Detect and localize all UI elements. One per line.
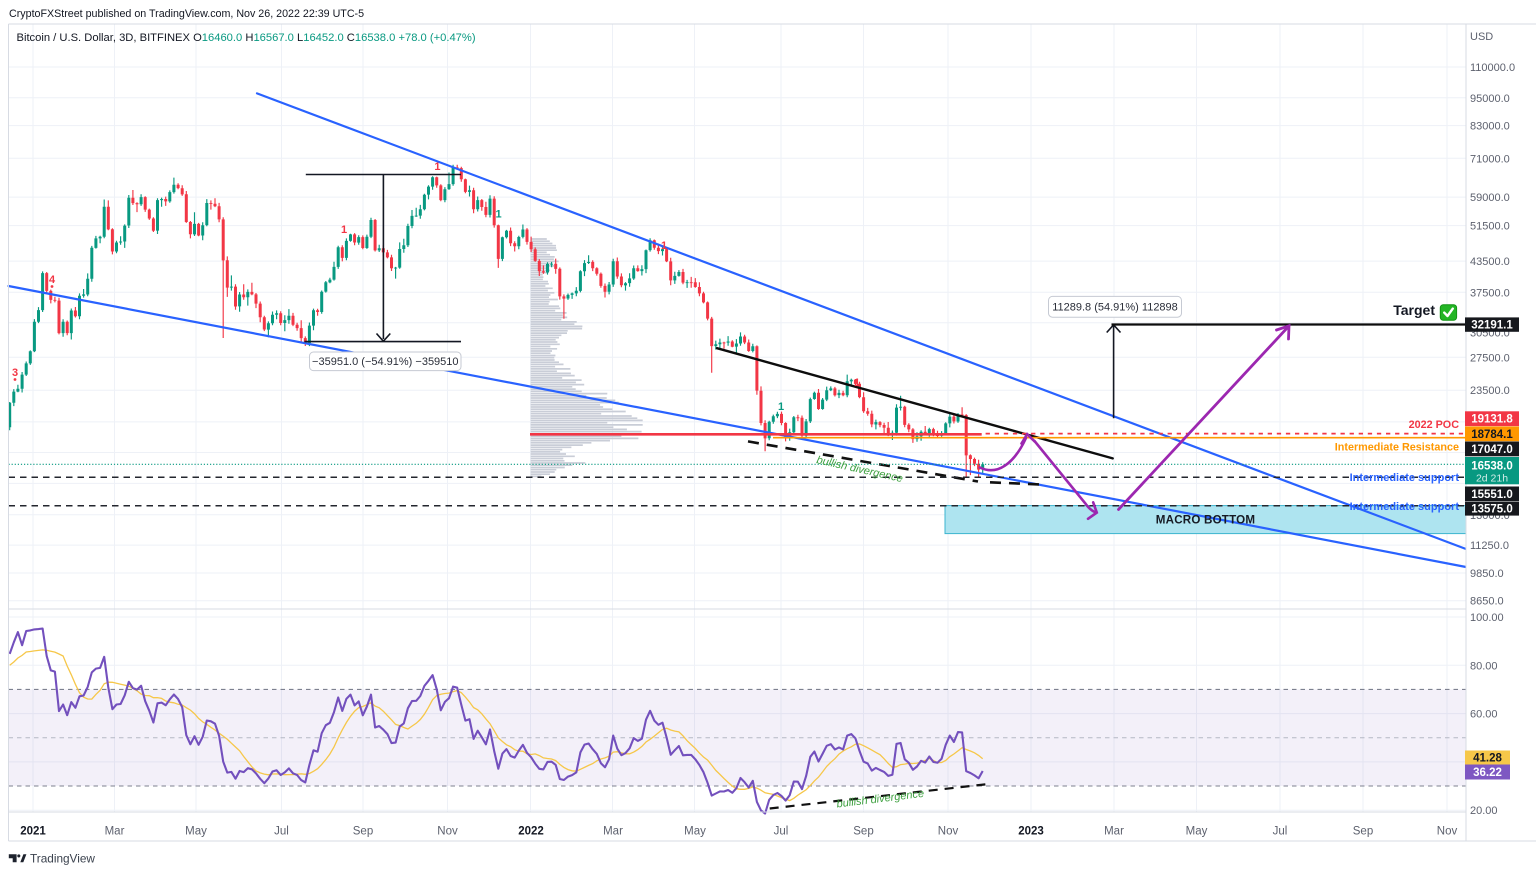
svg-text:59000.0: 59000.0 bbox=[1470, 192, 1510, 204]
svg-text:15551.0: 15551.0 bbox=[1471, 489, 1513, 501]
svg-text:11289.8 (54.91%) 112898: 11289.8 (54.91%) 112898 bbox=[1052, 302, 1178, 314]
svg-text:2d 21h: 2d 21h bbox=[1476, 472, 1508, 484]
svg-text:83000.0: 83000.0 bbox=[1470, 121, 1510, 133]
svg-text:−35951.0 (−54.91%) −359510: −35951.0 (−54.91%) −359510 bbox=[312, 356, 459, 368]
svg-text:Sep: Sep bbox=[1353, 826, 1373, 838]
svg-text:TradingView: TradingView bbox=[30, 851, 95, 865]
svg-text:Intermediate Resistance: Intermediate Resistance bbox=[1335, 441, 1459, 453]
svg-text:Nov: Nov bbox=[1437, 826, 1458, 838]
svg-text:23500.0: 23500.0 bbox=[1470, 385, 1510, 397]
svg-text:19131.8: 19131.8 bbox=[1471, 414, 1513, 426]
svg-text:Target: Target bbox=[1393, 302, 1435, 318]
svg-text:100.00: 100.00 bbox=[1470, 612, 1504, 624]
svg-text:Intermediate support: Intermediate support bbox=[1350, 501, 1460, 513]
svg-text:Nov: Nov bbox=[938, 826, 959, 838]
svg-text:Jul: Jul bbox=[274, 826, 289, 838]
svg-text:9850.0: 9850.0 bbox=[1470, 568, 1504, 580]
svg-text:110000.0: 110000.0 bbox=[1470, 62, 1515, 74]
svg-text:95000.0: 95000.0 bbox=[1470, 93, 1510, 105]
svg-text:8650.0: 8650.0 bbox=[1470, 596, 1504, 608]
svg-text:1: 1 bbox=[854, 377, 860, 389]
svg-text:Sep: Sep bbox=[853, 826, 873, 838]
svg-text:1: 1 bbox=[495, 209, 501, 221]
svg-text:17047.0: 17047.0 bbox=[1471, 444, 1513, 456]
svg-text:MACRO BOTTOM: MACRO BOTTOM bbox=[1156, 514, 1255, 527]
svg-text:Mar: Mar bbox=[1104, 826, 1124, 838]
svg-text:36.22: 36.22 bbox=[1473, 767, 1502, 779]
svg-text:1: 1 bbox=[778, 401, 784, 413]
svg-text:May: May bbox=[1186, 826, 1208, 838]
svg-text:Jul: Jul bbox=[1273, 826, 1288, 838]
svg-text:2021: 2021 bbox=[20, 826, 46, 838]
svg-text:USD: USD bbox=[1470, 31, 1493, 43]
svg-text:18784.1: 18784.1 bbox=[1471, 429, 1513, 441]
svg-text:20.00: 20.00 bbox=[1470, 805, 1498, 817]
svg-text:1: 1 bbox=[661, 240, 667, 252]
svg-text:CryptoFXStreet published on Tr: CryptoFXStreet published on TradingView.… bbox=[9, 8, 364, 20]
svg-text:2023: 2023 bbox=[1018, 826, 1044, 838]
svg-text:4: 4 bbox=[49, 274, 56, 286]
svg-text:1: 1 bbox=[434, 161, 440, 173]
svg-text:32191.1: 32191.1 bbox=[1471, 320, 1513, 332]
svg-text:13575.0: 13575.0 bbox=[1471, 504, 1513, 516]
svg-text:11250.0: 11250.0 bbox=[1470, 540, 1509, 552]
svg-text:51500.0: 51500.0 bbox=[1470, 221, 1510, 233]
svg-text:27500.0: 27500.0 bbox=[1470, 352, 1510, 364]
svg-text:41.28: 41.28 bbox=[1473, 753, 1502, 765]
svg-text:2022 POC: 2022 POC bbox=[1409, 419, 1460, 431]
svg-text:May: May bbox=[185, 826, 207, 838]
svg-text:80.00: 80.00 bbox=[1470, 660, 1498, 672]
svg-text:Mar: Mar bbox=[105, 826, 125, 838]
svg-text:Sep: Sep bbox=[353, 826, 373, 838]
svg-text:Jul: Jul bbox=[774, 826, 789, 838]
svg-text:2022: 2022 bbox=[518, 826, 544, 838]
svg-text:3: 3 bbox=[12, 367, 18, 379]
svg-text:Intermediate support: Intermediate support bbox=[1350, 472, 1460, 484]
svg-text:37500.0: 37500.0 bbox=[1470, 287, 1510, 299]
svg-text:43500.0: 43500.0 bbox=[1470, 256, 1510, 268]
svg-text:Bitcoin / U.S. Dollar, 3D, BIT: Bitcoin / U.S. Dollar, 3D, BITFINEX O164… bbox=[17, 32, 476, 44]
svg-text:71000.0: 71000.0 bbox=[1470, 153, 1510, 165]
svg-text:16538.0: 16538.0 bbox=[1471, 460, 1513, 472]
svg-text:Mar: Mar bbox=[603, 826, 623, 838]
svg-text:60.00: 60.00 bbox=[1470, 709, 1498, 721]
svg-text:Nov: Nov bbox=[437, 826, 458, 838]
svg-text:May: May bbox=[684, 826, 706, 838]
svg-text:1: 1 bbox=[341, 224, 347, 236]
